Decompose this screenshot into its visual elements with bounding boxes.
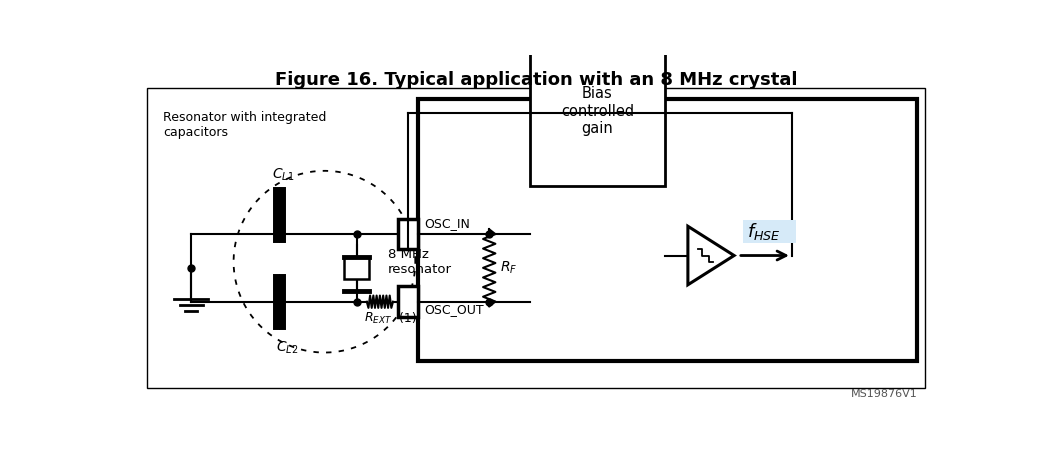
Bar [530, 36, 665, 186]
Text: Resonator with integrated
capacitors: Resonator with integrated capacitors [162, 111, 326, 139]
Bar [148, 88, 926, 388]
Text: $R_{EXT}$: $R_{EXT}$ [364, 311, 393, 326]
Polygon shape [688, 226, 734, 285]
Text: MS19876V1: MS19876V1 [851, 389, 918, 399]
Text: (1): (1) [396, 312, 417, 325]
Text: Figure 16. Typical application with an 8 MHz crystal: Figure 16. Typical application with an 8… [275, 71, 798, 89]
Text: $C_{L1}$: $C_{L1}$ [272, 166, 295, 183]
Text: OSC_IN: OSC_IN [424, 217, 470, 230]
Text: $R_F$: $R_F$ [500, 260, 517, 276]
Bar [743, 220, 796, 243]
Text: $C_{L2}$: $C_{L2}$ [276, 340, 298, 356]
Bar [419, 99, 917, 361]
Bar [344, 257, 370, 278]
Bar [398, 219, 419, 249]
Text: $f_{HSE}$: $f_{HSE}$ [748, 221, 781, 242]
Text: Bias
controlled
gain: Bias controlled gain [561, 86, 634, 136]
Text: 8 MHz
resonator: 8 MHz resonator [387, 248, 451, 276]
Text: OSC_OUT: OSC_OUT [424, 303, 484, 316]
Bar [398, 286, 419, 317]
